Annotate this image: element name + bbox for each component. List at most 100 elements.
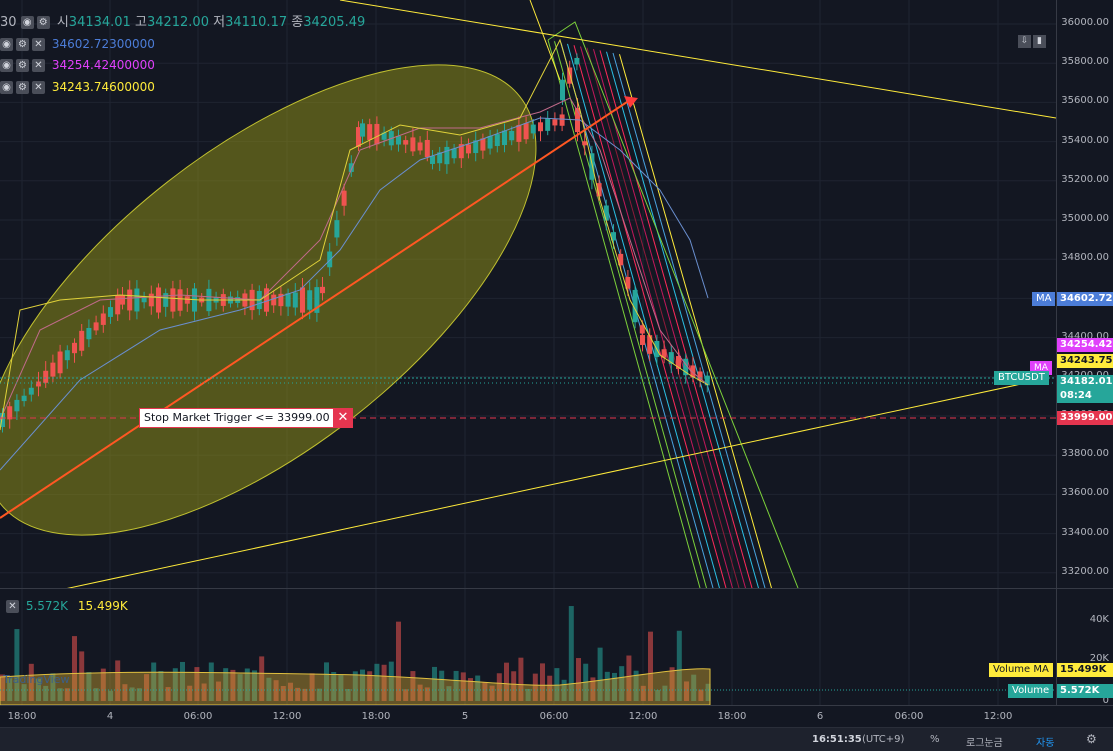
volume-bar: [489, 685, 495, 701]
candle-body: [341, 190, 347, 206]
volume-bar: [230, 669, 236, 701]
time-axis[interactable]: 18:00 4 06:00 12:00 18:00 5 06:00 12:00 18:00 6 06…: [0, 705, 1113, 727]
candle-body: [444, 146, 450, 165]
percent-toggle[interactable]: %: [930, 734, 940, 745]
volume-bar: [295, 687, 301, 701]
volume-bar: [684, 681, 689, 701]
volume-bar: [79, 651, 85, 701]
candle-body: [108, 307, 113, 317]
volume-bar: [446, 686, 452, 701]
maximize-icon[interactable]: ▮: [1033, 35, 1046, 48]
gear-icon[interactable]: ⚙: [16, 81, 29, 94]
trendline-top[interactable]: [339, 0, 1056, 119]
last-price-value: 34182.01: [1060, 376, 1113, 387]
trendline-steep[interactable]: [529, 0, 561, 81]
candle-body: [177, 289, 183, 311]
volume-bar: [316, 688, 322, 701]
close-icon[interactable]: ✕: [32, 59, 45, 72]
volume-bar: [576, 658, 581, 701]
candle-body: [127, 289, 133, 311]
channel-line: [586, 47, 740, 588]
candle-body: [473, 140, 479, 154]
volume-bar: [691, 674, 697, 701]
candle-body: [589, 153, 595, 180]
volume-bar: [136, 688, 142, 701]
eye-icon[interactable]: ◉: [0, 38, 13, 51]
price-tick: 34400.00: [1061, 330, 1109, 342]
close-icon[interactable]: ✕: [32, 81, 45, 94]
volume-bar: [21, 684, 27, 701]
ma-magenta-tag-value: 34254.42: [1060, 339, 1113, 350]
volume-bar: [165, 687, 171, 701]
eye-icon[interactable]: ◉: [0, 81, 13, 94]
stop-order-label[interactable]: Stop Market Trigger <= 33999.00: [139, 408, 337, 428]
gear-icon[interactable]: ⚙: [1086, 732, 1097, 746]
volume-bar: [237, 674, 243, 701]
volume-pane[interactable]: ✕ 5.572K 15.499K TradingView: [0, 589, 1056, 705]
candle-body: [494, 134, 500, 147]
candle-body: [582, 141, 588, 146]
eye-icon[interactable]: ◉: [0, 59, 13, 72]
volume-bar: [172, 668, 178, 701]
gear-icon[interactable]: ⚙: [16, 38, 29, 51]
volume-bar: [619, 666, 625, 701]
candle-body: [86, 327, 92, 340]
auto-scale-toggle[interactable]: 자동: [1036, 738, 1055, 749]
vol-tick: 0: [1102, 695, 1109, 706]
low-value: 34110.17: [225, 15, 288, 30]
volume-tag: 5.572K: [1057, 684, 1113, 698]
gear-icon[interactable]: ⚙: [16, 59, 29, 72]
volume-bar: [14, 629, 20, 701]
candle-body: [50, 362, 56, 377]
close-icon[interactable]: ✕: [32, 38, 45, 51]
cancel-order-button[interactable]: ✕: [333, 408, 353, 428]
move-down-icon[interactable]: ⇩: [1018, 35, 1031, 48]
candle-body: [502, 130, 507, 146]
candle-body: [28, 387, 34, 395]
volume-ma-area: [0, 668, 711, 705]
candle-body: [697, 371, 703, 381]
high-label: 고: [134, 15, 147, 30]
channel-line: [593, 48, 746, 588]
timezone-button[interactable]: (UTC+9): [862, 734, 905, 745]
close-value: 34205.49: [303, 15, 366, 30]
last-price-tag: 34182.01 08:24: [1057, 375, 1113, 403]
indicator-row-ma-1[interactable]: ◉ ⚙ ✕ 34602.72300000: [0, 37, 155, 51]
eye-icon[interactable]: ◉: [20, 16, 34, 29]
close-icon[interactable]: ✕: [6, 600, 19, 613]
volume-canvas[interactable]: [0, 589, 1056, 705]
ma-magenta-price-tag: 34254.42: [1057, 338, 1113, 352]
pane-divider[interactable]: [0, 588, 1113, 589]
candle-body: [115, 295, 121, 315]
candle-body: [64, 350, 70, 361]
price-chart-canvas[interactable]: [0, 0, 1056, 588]
candle-body: [156, 287, 161, 313]
candle-body: [530, 124, 536, 134]
price-tick: 33200.00: [1061, 565, 1109, 577]
ma-pink-line: [0, 97, 709, 421]
volume-bar: [129, 687, 135, 701]
clock: 16:51:35: [812, 734, 862, 745]
indicator-row-ma-3[interactable]: ◉ ⚙ ✕ 34243.74600000: [0, 80, 155, 94]
gear-icon[interactable]: ⚙: [36, 16, 50, 29]
price-chart-pane[interactable]: 30 ◉ ⚙ 시34134.01 고34212.00 저34110.17 종342…: [0, 0, 1056, 588]
volume-bar: [698, 689, 704, 701]
time-label: 12:00: [272, 711, 302, 722]
volume-ma-tag-label: Volume MA: [989, 663, 1053, 677]
log-scale-toggle[interactable]: 로그눈금: [966, 738, 1003, 749]
candle-body: [603, 205, 609, 221]
trendline-bottom[interactable]: [60, 379, 1041, 588]
channel-line: [567, 43, 720, 588]
volume-bar: [475, 675, 481, 701]
volume-bar: [460, 672, 466, 701]
volume-bar: [244, 668, 250, 701]
indicator-row-ma-2[interactable]: ◉ ⚙ ✕ 34254.42400000: [0, 58, 155, 72]
volume-legend: ✕ 5.572K 15.499K: [6, 599, 128, 613]
arrow-head: [624, 96, 638, 108]
trend-arrow-drawing[interactable]: [0, 99, 631, 519]
ma-blue-tag-value: 34602.72: [1060, 293, 1113, 304]
regression-channel-drawing[interactable]: [547, 21, 799, 588]
candle-body: [292, 292, 298, 308]
volume-bar: [100, 668, 106, 701]
time-label: 6: [816, 711, 824, 722]
